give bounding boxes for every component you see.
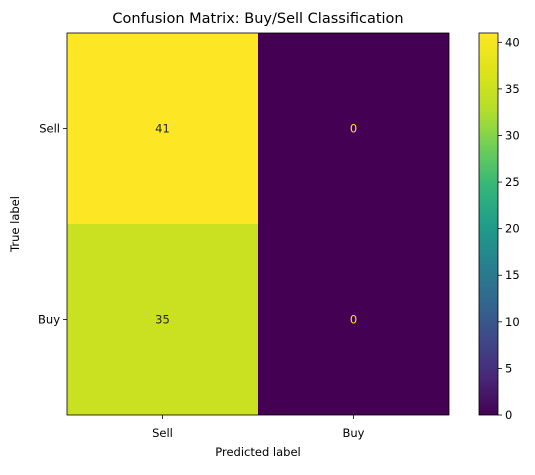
matrix-cell-buy-buy — [258, 224, 449, 415]
cell-value-label: 41 — [155, 122, 170, 136]
x-axis: Sell Buy — [152, 415, 365, 440]
cell-value-label: 35 — [155, 313, 170, 327]
y-tick-label: Sell — [39, 122, 60, 136]
colorbar-tick-label: 40 — [505, 35, 520, 49]
chart-title: Confusion Matrix: Buy/Sell Classificatio… — [112, 11, 403, 27]
colorbar-tick-label: 15 — [505, 268, 520, 282]
matrix-cell-buy-sell — [67, 224, 258, 415]
matrix-cell-labels: 41 0 35 0 — [155, 122, 357, 327]
y-tick-label: Buy — [38, 313, 60, 327]
colorbar-tick-label: 25 — [505, 175, 520, 189]
y-axis: Sell Buy — [38, 122, 67, 327]
matrix-cells — [67, 33, 449, 415]
x-axis-label: Predicted label — [215, 445, 300, 459]
x-tick-label: Sell — [152, 426, 173, 440]
colorbar-tick-label: 0 — [505, 408, 512, 422]
cell-value-label: 0 — [350, 122, 357, 136]
x-tick-label: Buy — [343, 426, 365, 440]
cell-value-label: 0 — [350, 313, 357, 327]
colorbar-tick-label: 35 — [505, 82, 520, 96]
colorbar-ticks: 0 5 10 15 20 25 30 35 40 — [498, 35, 520, 422]
colorbar-tick-label: 5 — [505, 361, 512, 375]
colorbar-tick-label: 10 — [505, 315, 520, 329]
matrix-cell-sell-sell — [67, 33, 258, 224]
colorbar-tick-label: 20 — [505, 222, 520, 236]
colorbar-tick-label: 30 — [505, 128, 520, 142]
colorbar — [478, 32, 499, 416]
plot-frame — [66, 32, 450, 416]
matrix-cell-sell-buy — [258, 33, 449, 224]
y-axis-label: True label — [8, 196, 22, 253]
